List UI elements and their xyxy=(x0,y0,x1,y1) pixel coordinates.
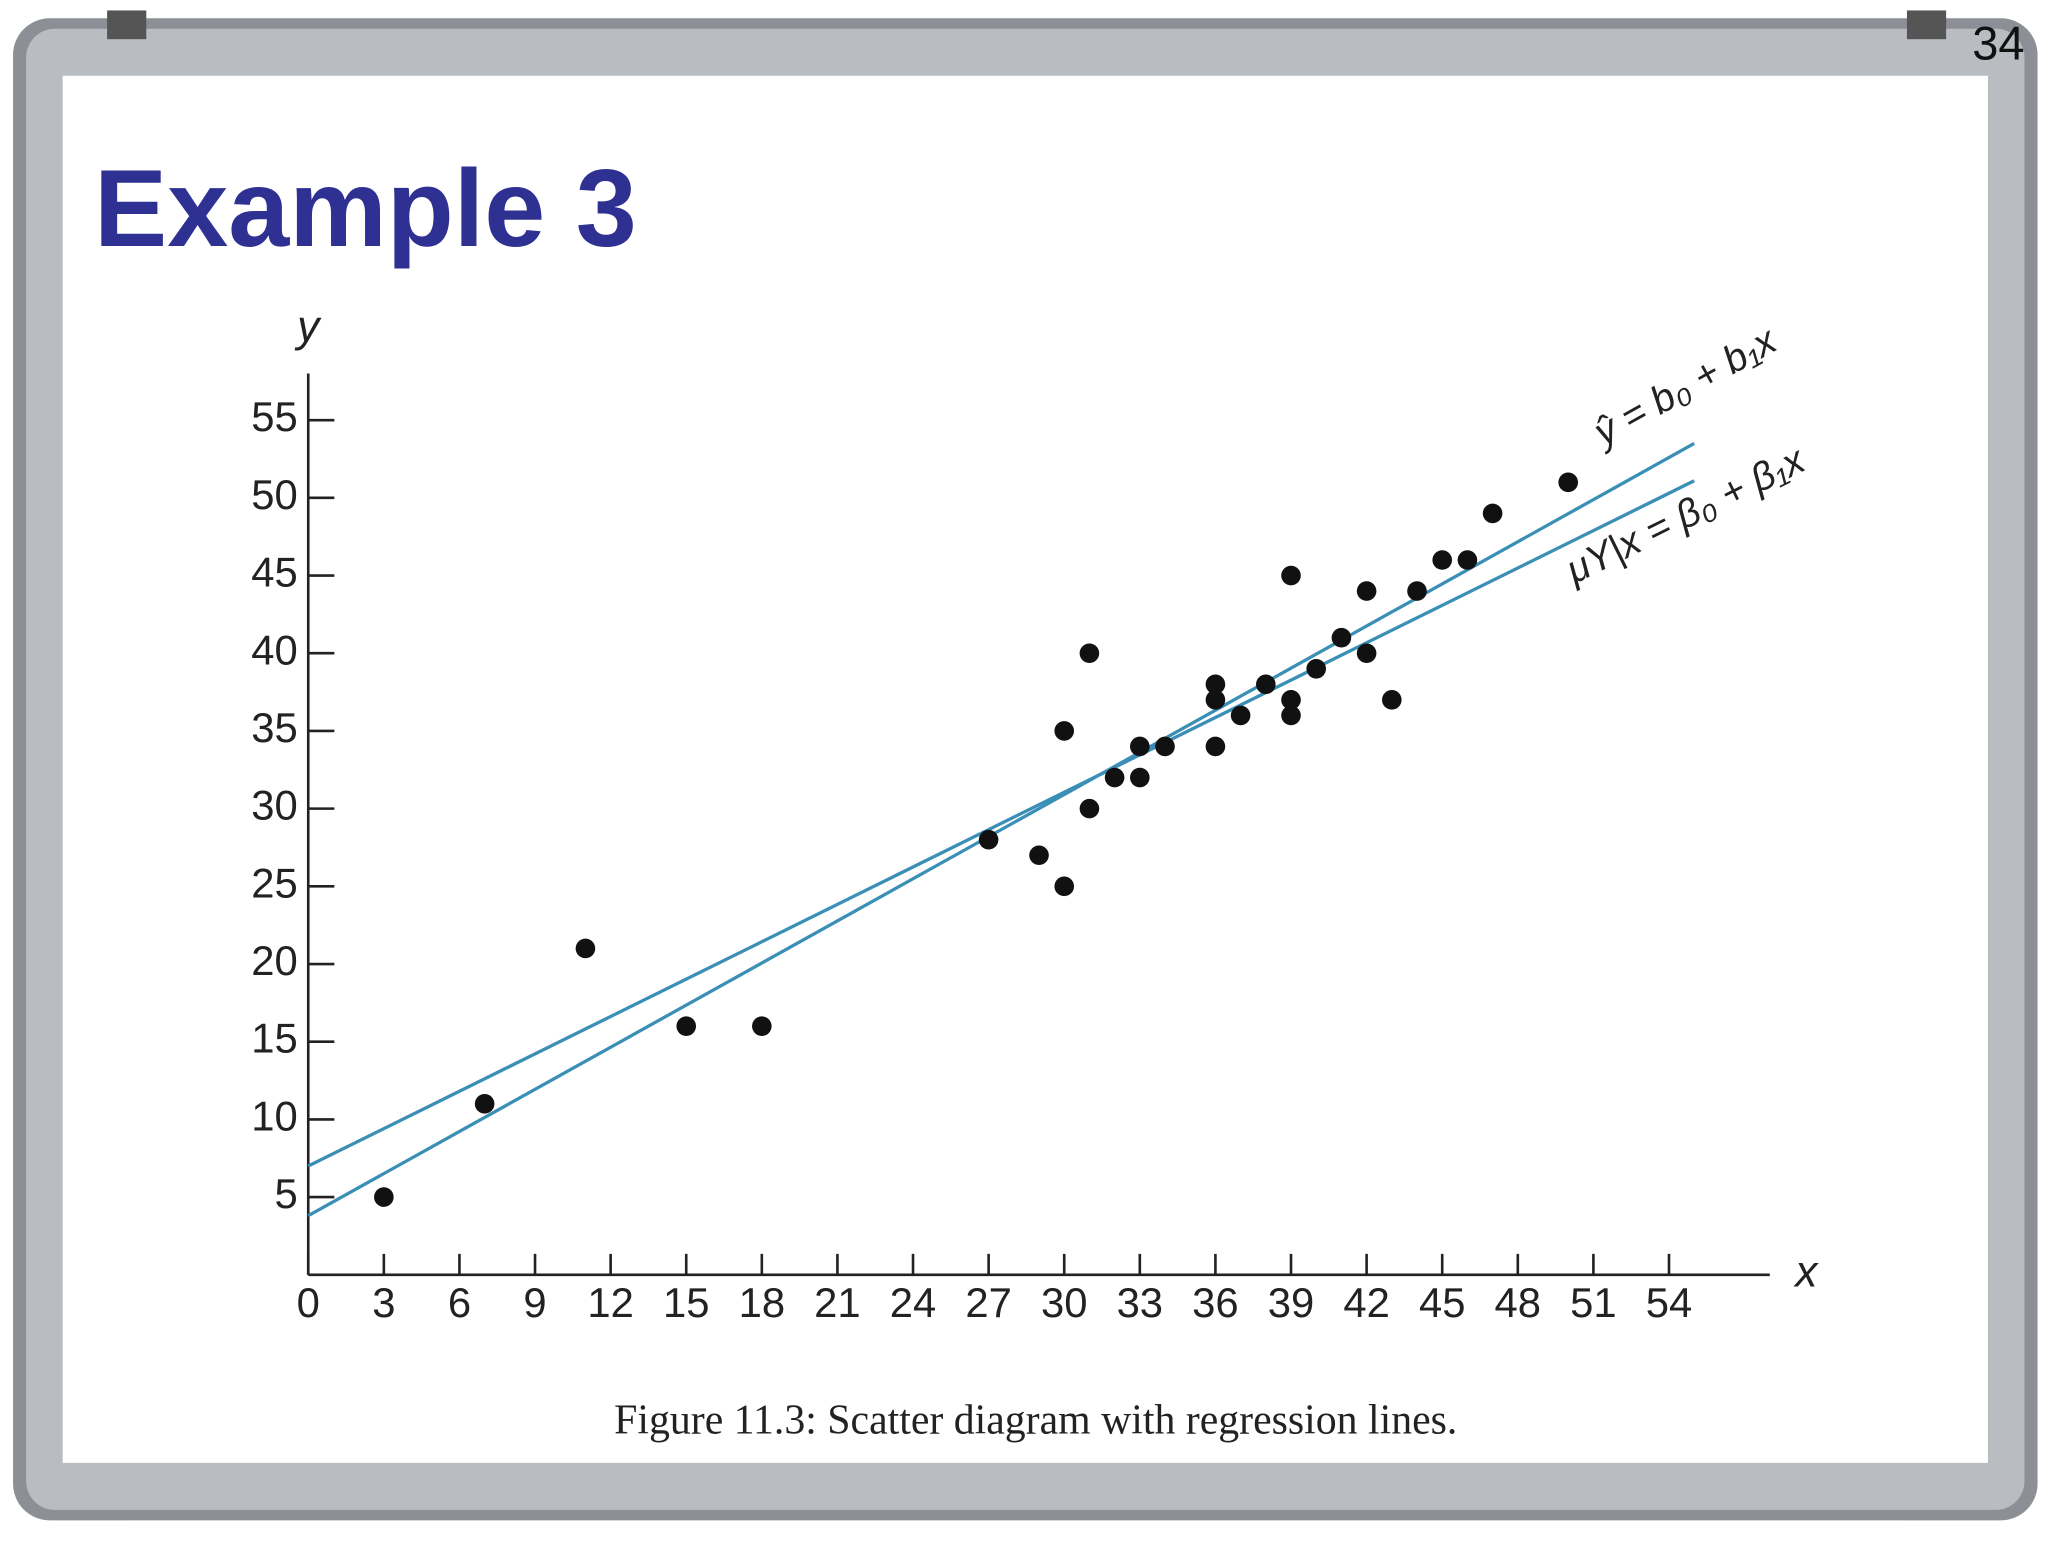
x-tick-label: 6 xyxy=(448,1279,471,1326)
x-tick-label: 21 xyxy=(814,1279,860,1326)
data-point xyxy=(1407,581,1427,601)
data-point xyxy=(1130,767,1150,788)
data-point xyxy=(1432,550,1453,570)
y-tick-label: 25 xyxy=(251,859,297,906)
data-point xyxy=(1230,705,1251,726)
y-tick-label: 40 xyxy=(251,626,297,673)
data-point xyxy=(1482,503,1503,524)
x-tick-label: 48 xyxy=(1495,1279,1541,1326)
data-point xyxy=(1356,643,1377,664)
data-point xyxy=(1079,798,1100,819)
data-point xyxy=(978,829,999,850)
data-point xyxy=(1331,627,1352,648)
data-point xyxy=(1205,674,1226,695)
caption: Figure 11.3: Scatter diagram with regres… xyxy=(614,1397,1457,1443)
y-tick-label: 45 xyxy=(251,549,297,596)
data-point xyxy=(1054,721,1075,741)
regression-line xyxy=(307,442,1695,1218)
data-point xyxy=(1029,845,1049,866)
data-point xyxy=(1205,736,1226,757)
data-point xyxy=(575,938,596,959)
x-tick-label: 42 xyxy=(1343,1279,1389,1326)
x-axis-label: x xyxy=(1793,1248,1819,1297)
regression-line xyxy=(307,479,1695,1168)
slide-title: Example 3 xyxy=(94,148,637,270)
data-point xyxy=(1356,581,1377,601)
data-point xyxy=(374,1187,394,1207)
data-point xyxy=(1281,705,1301,726)
y-tick-label: 15 xyxy=(251,1015,297,1062)
x-tick-label: 30 xyxy=(1041,1279,1087,1326)
y-tick-label: 10 xyxy=(251,1092,297,1139)
x-tick-label: 54 xyxy=(1646,1279,1692,1326)
page-number: 34 xyxy=(1972,16,2024,69)
y-tick-label: 30 xyxy=(251,782,297,829)
x-tick-label: 51 xyxy=(1570,1279,1616,1326)
x-tick-label: 33 xyxy=(1117,1279,1163,1326)
x-tick-label: 27 xyxy=(965,1279,1011,1326)
clip xyxy=(1906,10,1947,40)
data-point xyxy=(1281,565,1301,586)
x-tick-label: 0 xyxy=(297,1279,320,1326)
data-point xyxy=(1382,690,1402,710)
y-tick-label: 5 xyxy=(275,1170,298,1217)
x-tick-label: 9 xyxy=(523,1279,546,1326)
data-point xyxy=(1306,658,1327,679)
y-tick-label: 50 xyxy=(251,471,297,518)
data-point xyxy=(1281,690,1301,710)
data-point xyxy=(1457,550,1478,570)
data-point xyxy=(1130,736,1150,757)
y-tick-label: 55 xyxy=(251,393,297,440)
y-axis-label: y xyxy=(294,302,322,351)
clip xyxy=(107,10,147,40)
x-tick-label: 36 xyxy=(1192,1279,1238,1326)
data-point xyxy=(1155,736,1175,757)
data-point xyxy=(1104,767,1125,788)
x-tick-label: 45 xyxy=(1419,1279,1465,1326)
x-tick-label: 15 xyxy=(663,1279,709,1326)
data-point xyxy=(1558,472,1578,493)
data-point xyxy=(474,1094,495,1114)
x-tick-label: 39 xyxy=(1268,1279,1314,1326)
data-point xyxy=(752,1016,772,1036)
data-point xyxy=(676,1016,697,1036)
y-tick-label: 20 xyxy=(251,937,297,984)
x-tick-label: 3 xyxy=(372,1279,395,1326)
board-surface xyxy=(62,75,1988,1463)
data-point xyxy=(1205,690,1226,710)
data-point xyxy=(1256,674,1276,695)
x-tick-label: 12 xyxy=(587,1279,633,1326)
x-tick-label: 24 xyxy=(890,1279,936,1326)
data-point xyxy=(1079,643,1100,664)
y-tick-label: 35 xyxy=(251,704,297,751)
x-tick-label: 18 xyxy=(739,1279,785,1326)
data-point xyxy=(1054,876,1075,897)
